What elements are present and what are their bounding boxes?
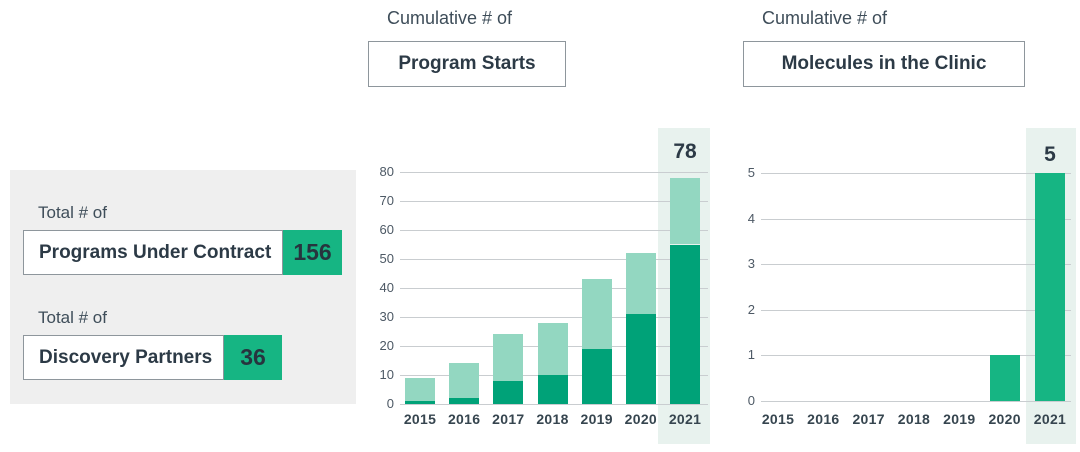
gridline bbox=[761, 401, 1071, 402]
gridline bbox=[761, 173, 1071, 174]
x-tick-label: 2020 bbox=[988, 411, 1021, 427]
y-tick-label: 70 bbox=[379, 193, 394, 208]
gridline bbox=[400, 288, 708, 289]
bar-segment bbox=[625, 253, 656, 315]
molecules-clinic-title-box: Molecules in the Clinic bbox=[743, 41, 1025, 87]
summary-item: Discovery Partners 36 bbox=[23, 335, 282, 380]
summary-item-label: Total # of bbox=[38, 203, 107, 222]
summary-item-name: Programs Under Contract bbox=[23, 230, 283, 275]
y-tick-label: 10 bbox=[379, 367, 394, 382]
gridline bbox=[761, 218, 1071, 220]
x-tick-label: 2019 bbox=[580, 411, 613, 427]
gridline bbox=[761, 355, 1071, 357]
highlight-value-label: 78 bbox=[673, 140, 697, 163]
bar-segment bbox=[537, 375, 568, 404]
chart-subtitle: Cumulative # of bbox=[762, 8, 888, 28]
x-tick-label: 2015 bbox=[403, 411, 437, 427]
summary-item-name: Discovery Partners bbox=[23, 335, 224, 380]
x-tick-label: 2021 bbox=[668, 411, 702, 427]
gridline bbox=[400, 230, 708, 231]
y-tick-label: 0 bbox=[747, 393, 755, 408]
x-tick-label: 2015 bbox=[761, 411, 795, 427]
program-starts-title-box: Program Starts bbox=[368, 41, 566, 87]
summary-panel: Total # of Programs Under Contract 156 T… bbox=[10, 170, 356, 404]
bar-segment bbox=[493, 334, 524, 381]
gridline bbox=[400, 259, 708, 260]
y-tick-label: 80 bbox=[379, 164, 394, 179]
y-tick-label: 3 bbox=[747, 256, 755, 272]
bar-segment bbox=[405, 401, 435, 404]
molecules-clinic-chart: 0 1 2 3 4 5 2015 2016 2017 2018 2019 2020 2021 5 bbox=[737, 128, 1080, 446]
y-tick-label: 5 bbox=[747, 165, 755, 180]
y-tick-label: 60 bbox=[379, 222, 394, 237]
gridline bbox=[400, 317, 708, 318]
bar-segment bbox=[449, 398, 480, 404]
y-tick-label: 0 bbox=[386, 396, 394, 411]
program-starts-chart: 0 10 20 30 40 50 60 70 80 2015 2016 2017 2018 2019 202… bbox=[372, 128, 712, 446]
bar-segment bbox=[1034, 173, 1065, 401]
bar-segment bbox=[493, 380, 524, 404]
highlight-value-label: 5 bbox=[1044, 143, 1056, 166]
summary-value-badge: 36 bbox=[224, 335, 282, 380]
bar-segment bbox=[670, 244, 701, 404]
bar-segment bbox=[537, 322, 568, 375]
bar-segment bbox=[625, 314, 656, 404]
summary-value-badge: 156 bbox=[283, 230, 342, 275]
x-tick-label: 2016 bbox=[447, 411, 481, 427]
gridline bbox=[400, 172, 708, 173]
x-tick-label: 2016 bbox=[807, 411, 840, 427]
y-tick-label: 4 bbox=[747, 210, 755, 226]
gridline bbox=[400, 404, 708, 405]
x-tick-label: 2021 bbox=[1033, 411, 1067, 427]
x-tick-label: 2018 bbox=[536, 411, 569, 427]
y-tick-label: 1 bbox=[747, 347, 755, 363]
x-tick-label: 2019 bbox=[943, 411, 976, 427]
bar-segment bbox=[581, 348, 612, 404]
x-tick-label: 2017 bbox=[492, 411, 525, 427]
bar-segment bbox=[581, 279, 612, 349]
y-tick-label: 30 bbox=[379, 309, 394, 324]
x-tick-label: 2020 bbox=[624, 411, 658, 427]
gridline bbox=[761, 264, 1071, 266]
gridline bbox=[761, 309, 1071, 311]
y-tick-label: 50 bbox=[379, 251, 394, 266]
y-tick-label: 40 bbox=[379, 280, 394, 295]
bar-segment bbox=[989, 355, 1020, 401]
x-tick-label: 2018 bbox=[897, 411, 931, 427]
bar-segment bbox=[670, 177, 701, 245]
gridline bbox=[400, 201, 708, 202]
bar-segment bbox=[405, 377, 435, 402]
bar-segment bbox=[449, 363, 480, 399]
x-tick-label: 2017 bbox=[852, 411, 885, 427]
y-tick-label: 20 bbox=[379, 338, 394, 353]
summary-item: Programs Under Contract 156 bbox=[23, 230, 342, 275]
summary-item-label: Total # of bbox=[38, 308, 107, 327]
y-tick-label: 2 bbox=[747, 301, 755, 317]
chart-subtitle: Cumulative # of bbox=[387, 8, 513, 28]
